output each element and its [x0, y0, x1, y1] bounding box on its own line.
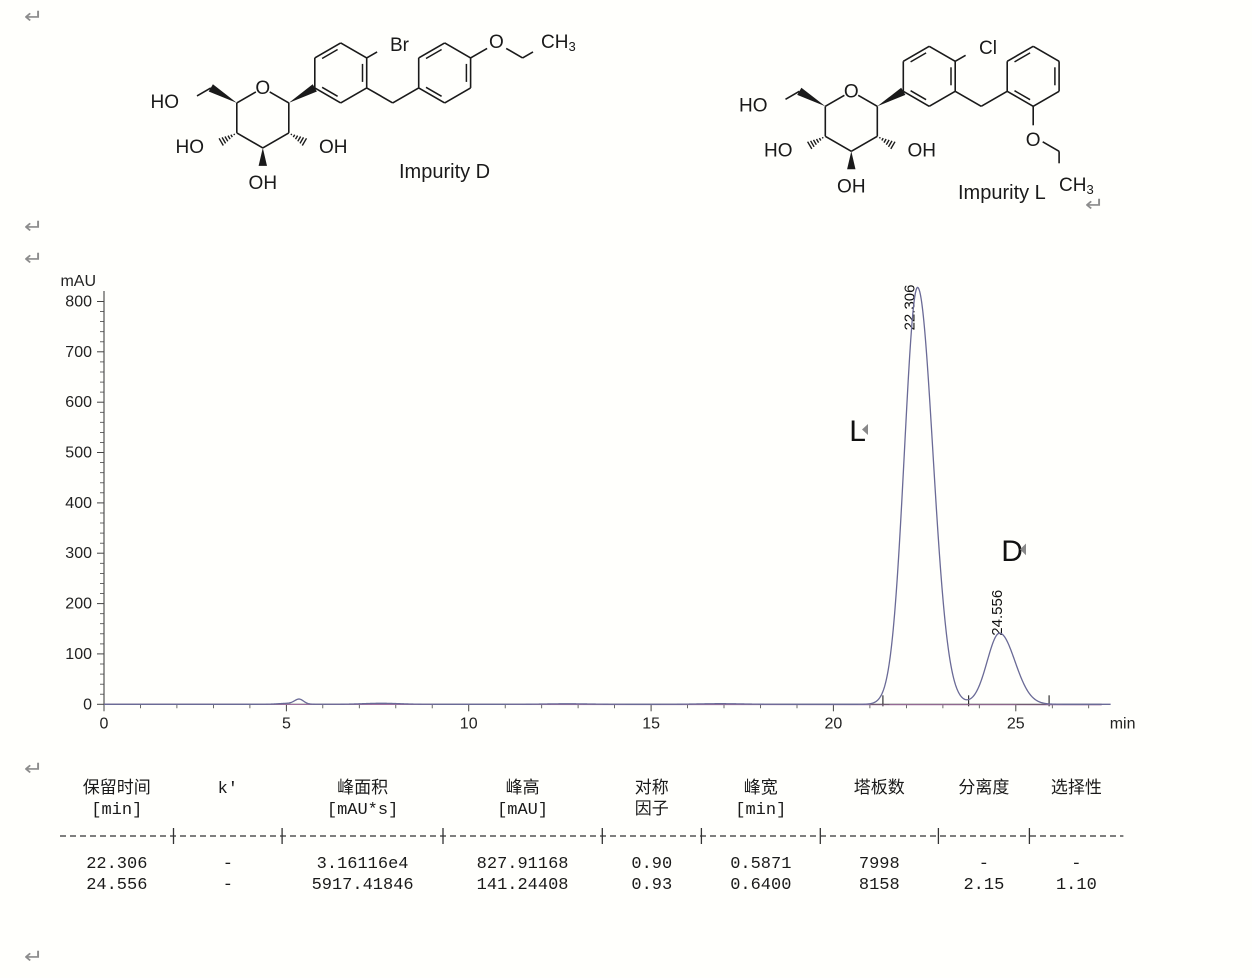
svg-text:[mAU]: [mAU] [497, 801, 548, 820]
svg-text:对称: 对称 [635, 778, 669, 799]
svg-text:0.93: 0.93 [631, 876, 672, 895]
svg-text:827.91168: 827.91168 [477, 855, 569, 874]
svg-text:0.90: 0.90 [631, 855, 672, 874]
svg-text:选择性: 选择性 [1051, 778, 1102, 799]
svg-text:3.16116e4: 3.16116e4 [317, 855, 409, 874]
svg-text:7998: 7998 [859, 855, 900, 874]
svg-text:峰宽: 峰宽 [744, 778, 778, 799]
svg-text:保留时间: 保留时间 [83, 778, 151, 799]
svg-text:1.10: 1.10 [1056, 876, 1097, 895]
svg-text:141.24408: 141.24408 [477, 876, 569, 895]
svg-text:22.306: 22.306 [86, 855, 147, 874]
svg-text:分离度: 分离度 [958, 778, 1009, 799]
svg-text:塔板数: 塔板数 [854, 778, 905, 799]
svg-text:[min]: [min] [735, 801, 786, 820]
svg-text:-: - [1071, 855, 1081, 874]
svg-text:5917.41846: 5917.41846 [312, 876, 414, 895]
svg-text:[mAU*s]: [mAU*s] [327, 801, 398, 820]
svg-text:k': k' [218, 780, 238, 799]
svg-text:峰面积: 峰面积 [337, 778, 388, 799]
svg-text:-: - [223, 876, 233, 895]
svg-text:24.556: 24.556 [86, 876, 147, 895]
svg-text:0.5871: 0.5871 [730, 855, 791, 874]
svg-text:2.15: 2.15 [963, 876, 1004, 895]
svg-text:[min]: [min] [91, 801, 142, 820]
svg-text:峰高: 峰高 [506, 778, 540, 799]
svg-text:0.6400: 0.6400 [730, 876, 791, 895]
svg-text:-: - [223, 855, 233, 874]
svg-text:8158: 8158 [859, 876, 900, 895]
svg-text:-: - [979, 855, 989, 874]
svg-text:因子: 因子 [635, 800, 669, 820]
